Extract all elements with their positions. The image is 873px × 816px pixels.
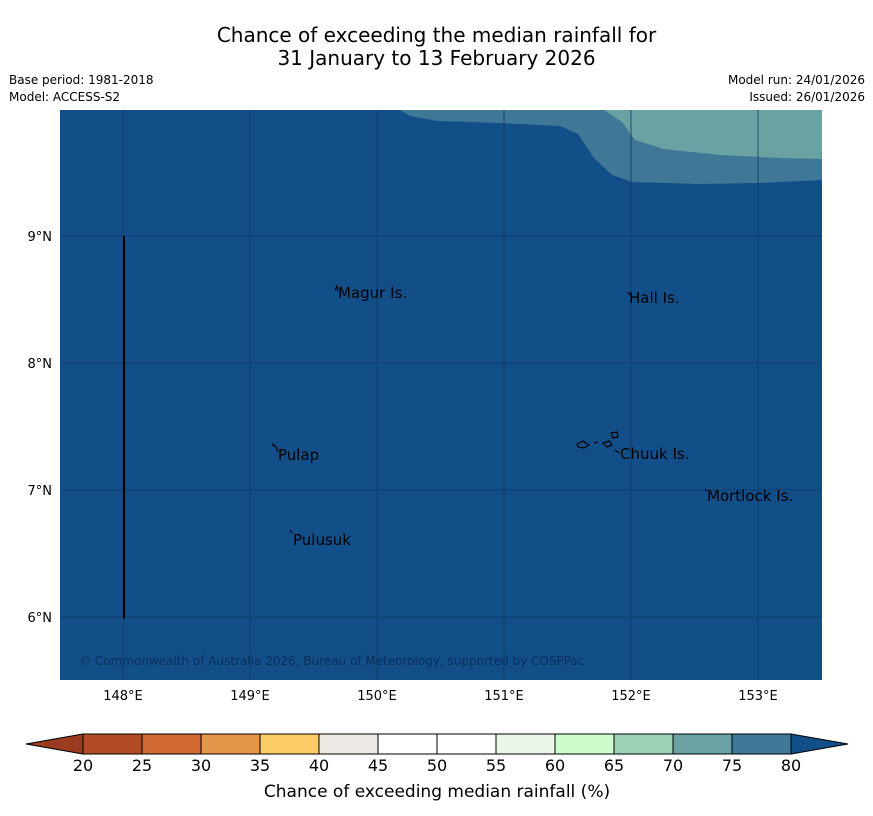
colorbar-tick-45: 45: [368, 756, 388, 775]
copyright-notice: © Commonwealth of Australia 2026, Bureau…: [79, 654, 584, 668]
lat-label-8n: 8°N: [28, 357, 53, 372]
issued-date: Issued: 26/01/2026: [749, 90, 865, 104]
place-pulusuk: Pulusuk: [293, 531, 351, 549]
map-title-line1: Chance of exceeding the median rainfall …: [216, 23, 657, 47]
lon-label-148e: 148°E: [103, 689, 143, 704]
colorbar-title: Chance of exceeding median rainfall (%): [264, 782, 610, 802]
colorbar-swatch-50-55: [437, 734, 496, 754]
colorbar-tick-75: 75: [722, 756, 742, 775]
colorbar-tick-20: 20: [73, 756, 93, 775]
colorbar-swatch-60-65: [555, 734, 614, 754]
colorbar-swatch-75-80: [732, 734, 791, 754]
colorbar-tick-70: 70: [663, 756, 683, 775]
colorbar-swatch-25-30: [142, 734, 201, 754]
colorbar-swatch-70-75: [673, 734, 732, 754]
place-chuuk: Chuuk Is.: [620, 445, 689, 463]
colorbar-swatch-40-45: [319, 734, 378, 754]
lat-label-9n: 9°N: [28, 230, 53, 245]
colorbar-tick-55: 55: [486, 756, 506, 775]
lon-label-153e: 153°E: [738, 689, 778, 704]
lon-label-151e: 151°E: [484, 689, 524, 704]
colorbar-swatch-45-50: [378, 734, 437, 754]
colorbar-tick-80: 80: [781, 756, 801, 775]
map-area: [60, 110, 822, 680]
colorbar-swatch-65-70: [614, 734, 673, 754]
island-outlines: [271, 284, 708, 534]
colorbar-above-extension: [790, 733, 849, 755]
lon-label-152e: 152°E: [611, 689, 651, 704]
lon-label-150e: 150°E: [357, 689, 397, 704]
colorbar-swatch-30-35: [201, 734, 260, 754]
colorbar-tick-50: 50: [427, 756, 447, 775]
colorbar-below-extension: [25, 733, 84, 755]
model-run: Model run: 24/01/2026: [727, 73, 865, 87]
base-period: Base period: 1981-2018: [9, 73, 154, 87]
place-hall: Hall Is.: [629, 289, 680, 307]
colorbar-tick-60: 60: [545, 756, 565, 775]
place-mortlock: Mortlock Is.: [707, 487, 793, 505]
colorbar-tick-30: 30: [191, 756, 211, 775]
lon-label-149e: 149°E: [230, 689, 270, 704]
rainfall-band-70-75: [604, 110, 822, 159]
colorbar-tick-65: 65: [604, 756, 624, 775]
colorbar-tick-40: 40: [309, 756, 329, 775]
map-title-line2: 31 January to 13 February 2026: [277, 46, 596, 70]
colorbar-tick-25: 25: [132, 756, 152, 775]
place-magur: Magur Is.: [338, 284, 407, 302]
place-pulap: Pulap: [278, 446, 319, 464]
colorbar: 20 25 30 35 40 45 50 55 60 65 70 75 80 C…: [25, 733, 849, 802]
colorbar-swatch-20-25: [83, 734, 142, 754]
colorbar-tick-35: 35: [250, 756, 270, 775]
model-name: Model: ACCESS-S2: [9, 90, 121, 104]
lat-label-6n: 6°N: [28, 611, 53, 626]
colorbar-swatch-35-40: [260, 734, 319, 754]
lat-label-7n: 7°N: [28, 484, 53, 499]
colorbar-swatch-55-60: [496, 734, 555, 754]
